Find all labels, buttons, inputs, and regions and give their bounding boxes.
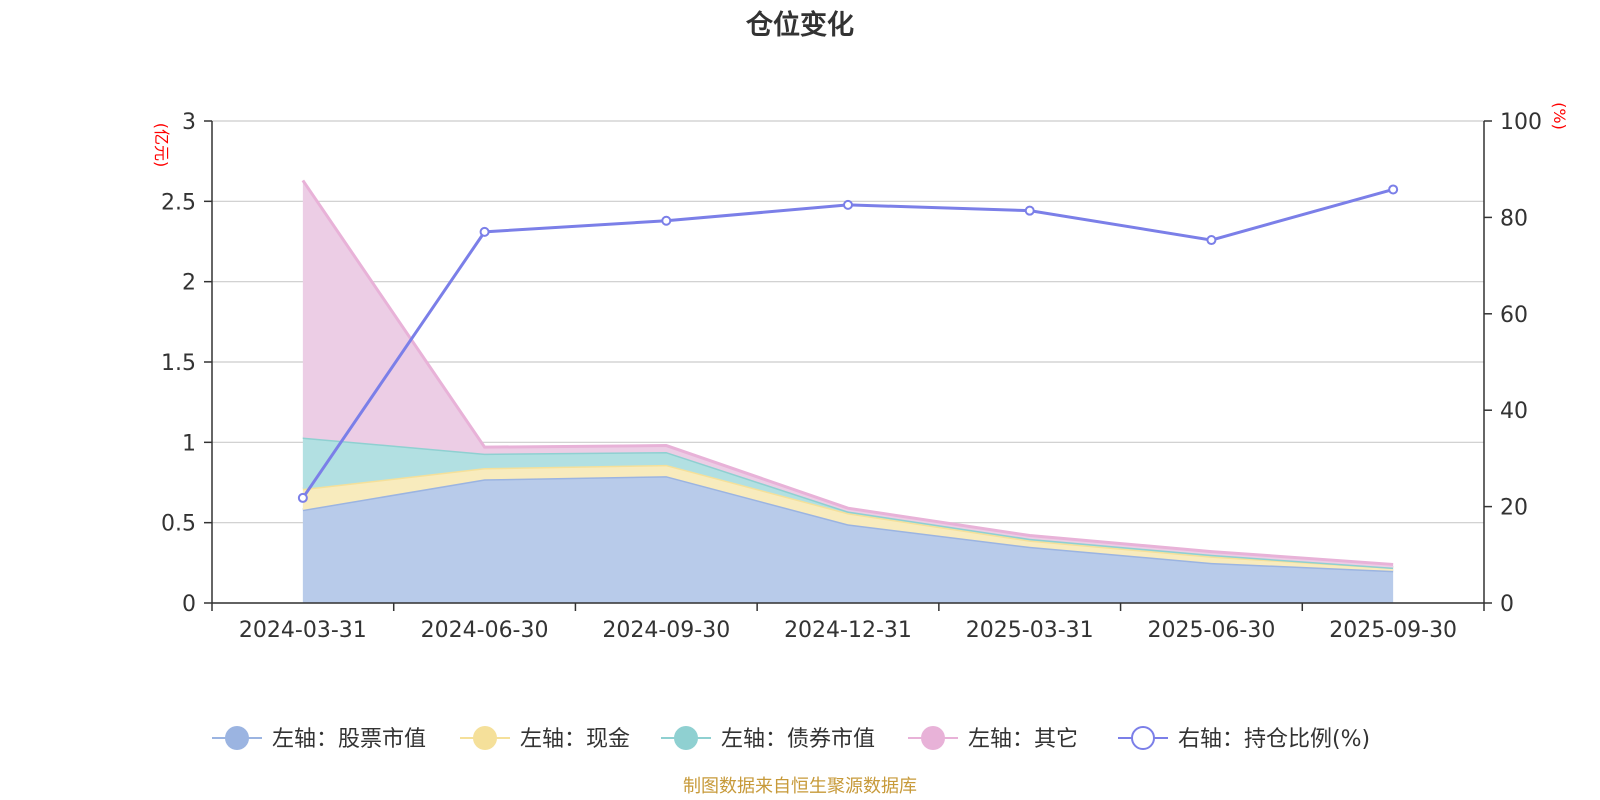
ratio-line — [297, 184, 1399, 503]
right-axis-unit: (%) — [1550, 102, 1569, 130]
x-tick-label-2: 2024-09-30 — [602, 618, 730, 643]
ratio-point-1 — [479, 226, 490, 237]
x-tick-label-3: 2024-12-31 — [784, 618, 912, 643]
area-series-0 — [302, 476, 1394, 603]
stacked-areas — [301, 179, 1394, 603]
left-tick-label-4: 2 — [182, 271, 196, 296]
legend-item-2: 左轴：债券市值 — [661, 726, 875, 752]
x-tick-label-5: 2025-06-30 — [1147, 618, 1275, 643]
legend-marker-2 — [674, 726, 698, 750]
legend: 左轴：股票市值 左轴：现金 左轴：债券市值 左轴：其它 右轴：持仓比例(%) — [212, 726, 1370, 752]
legend-label-3: 左轴：其它 — [968, 727, 1078, 752]
ratio-point-5 — [1206, 235, 1217, 246]
data-source-note: 制图数据来自恒生聚源数据库 — [683, 776, 917, 797]
legend-label-2: 左轴：债券市值 — [721, 727, 875, 752]
legend-marker-3 — [921, 726, 945, 750]
area-series-2 — [302, 437, 1394, 568]
right-tick-label-2: 40 — [1500, 399, 1528, 424]
left-tick-label-2: 1 — [182, 431, 196, 456]
ratio-point-2 — [661, 215, 672, 226]
legend-item-3: 左轴：其它 — [908, 726, 1078, 752]
left-tick-label-5: 2.5 — [161, 190, 196, 215]
left-tick-label-0: 0 — [182, 592, 196, 617]
ratio-point-0 — [297, 492, 308, 503]
right-tick-label-5: 100 — [1500, 110, 1542, 135]
right-tick-label-3: 60 — [1500, 303, 1528, 328]
legend-label-1: 左轴：现金 — [520, 727, 630, 752]
area-series-1 — [302, 464, 1394, 571]
legend-item-4: 右轴：持仓比例(%) — [1118, 726, 1370, 752]
area-edge-series-3 — [301, 179, 1394, 566]
x-tick-label-0: 2024-03-31 — [239, 618, 367, 643]
x-tick-label-1: 2024-06-30 — [421, 618, 549, 643]
right-tick-label-0: 0 — [1500, 592, 1514, 617]
legend-label-4: 右轴：持仓比例(%) — [1178, 727, 1370, 752]
x-tick-label-6: 2025-09-30 — [1329, 618, 1457, 643]
chart-title: 仓位变化 — [745, 9, 854, 41]
left-tick-label-6: 3 — [182, 110, 196, 135]
right-tick-label-1: 20 — [1500, 496, 1528, 521]
ratio-point-3 — [843, 199, 853, 210]
right-tick-label-4: 80 — [1500, 206, 1528, 231]
ratio-point-6 — [1388, 184, 1399, 195]
ratio-point-4 — [1024, 205, 1035, 216]
legend-marker-0 — [225, 726, 249, 750]
x-tick-label-4: 2025-03-31 — [966, 618, 1094, 643]
left-tick-label-3: 1.5 — [161, 351, 196, 376]
legend-marker-4 — [1131, 726, 1155, 750]
legend-item-0: 左轴：股票市值 — [212, 726, 426, 752]
left-axis-unit: (亿元) — [152, 123, 171, 168]
legend-item-1: 左轴：现金 — [460, 726, 630, 752]
legend-label-0: 左轴：股票市值 — [272, 727, 426, 752]
left-tick-label-1: 0.5 — [161, 512, 196, 537]
legend-marker-1 — [473, 726, 497, 750]
axes: 0 0.5 1 1.5 2 2.5 3 0 20 40 60 80 100 2024-03-31 2024-… — [161, 110, 1542, 643]
